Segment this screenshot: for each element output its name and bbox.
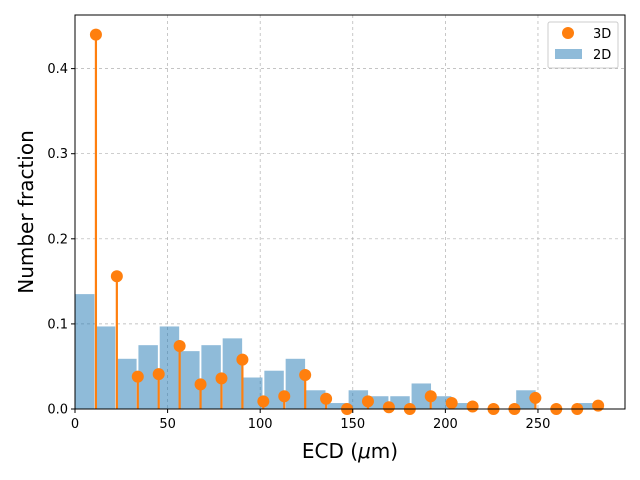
- y-tick-label: 0.2: [47, 232, 68, 247]
- x-tick-label: 50: [159, 417, 176, 432]
- bar-2d: [264, 370, 284, 409]
- x-axis-label: ECD (μm): [302, 439, 398, 463]
- legend-label-2d: 2D: [593, 48, 611, 63]
- bar-2d: [327, 403, 347, 409]
- marker-3d: [257, 395, 270, 408]
- bar-2d: [138, 345, 158, 409]
- bars-2d: [75, 294, 599, 409]
- bar-2d: [159, 326, 180, 409]
- bar-2d: [201, 345, 221, 409]
- marker-3d: [278, 390, 291, 403]
- bar-2d: [285, 358, 306, 409]
- x-tick-label: 250: [526, 417, 551, 432]
- marker-3d: [361, 395, 374, 408]
- marker-3d: [152, 368, 165, 381]
- bar-2d: [453, 403, 473, 409]
- marker-3d: [110, 270, 123, 283]
- bar-2d: [75, 294, 95, 409]
- y-axis-label: Number fraction: [14, 130, 38, 294]
- x-tick-label: 0: [71, 417, 79, 432]
- marker-3d: [592, 399, 605, 412]
- plot-frame: [74, 14, 626, 410]
- bar-2d: [222, 338, 243, 409]
- legend-label-3d: 3D: [593, 27, 611, 42]
- bar-2d: [117, 358, 137, 409]
- marker-3d: [215, 372, 228, 385]
- marker-3d: [194, 378, 207, 391]
- x-tick-label: 200: [433, 417, 458, 432]
- marker-3d: [382, 401, 395, 414]
- bar-2d: [579, 403, 599, 409]
- bar-2d: [95, 326, 116, 409]
- marker-3d: [131, 370, 144, 383]
- marker-3d: [89, 28, 102, 41]
- marker-3d: [466, 400, 479, 413]
- y-tick-label: 0.1: [47, 317, 68, 332]
- marker-3d: [424, 390, 437, 403]
- bar-2d: [306, 390, 326, 409]
- y-tick-label: 0.0: [47, 403, 68, 418]
- marker-3d: [445, 397, 458, 410]
- marker-3d: [320, 392, 333, 405]
- marker-3d: [529, 391, 542, 404]
- stems-3d: [89, 28, 605, 415]
- ticks: 0 50 100 150 200 250 0.0 0.1 0.2 0.3 0.4: [47, 62, 550, 432]
- bar-2d: [411, 383, 432, 409]
- x-tick-label: 100: [248, 417, 273, 432]
- y-tick-label: 0.3: [47, 147, 68, 162]
- legend-marker-2d: [555, 49, 582, 59]
- legend-marker-3d: [562, 27, 574, 39]
- marker-3d: [299, 368, 312, 381]
- marker-3d: [173, 340, 186, 353]
- legend: 3D 2D: [547, 21, 619, 69]
- bar-2d: [180, 351, 200, 409]
- x-tick-label: 150: [340, 417, 365, 432]
- marker-3d: [236, 353, 249, 366]
- y-tick-label: 0.4: [47, 62, 68, 77]
